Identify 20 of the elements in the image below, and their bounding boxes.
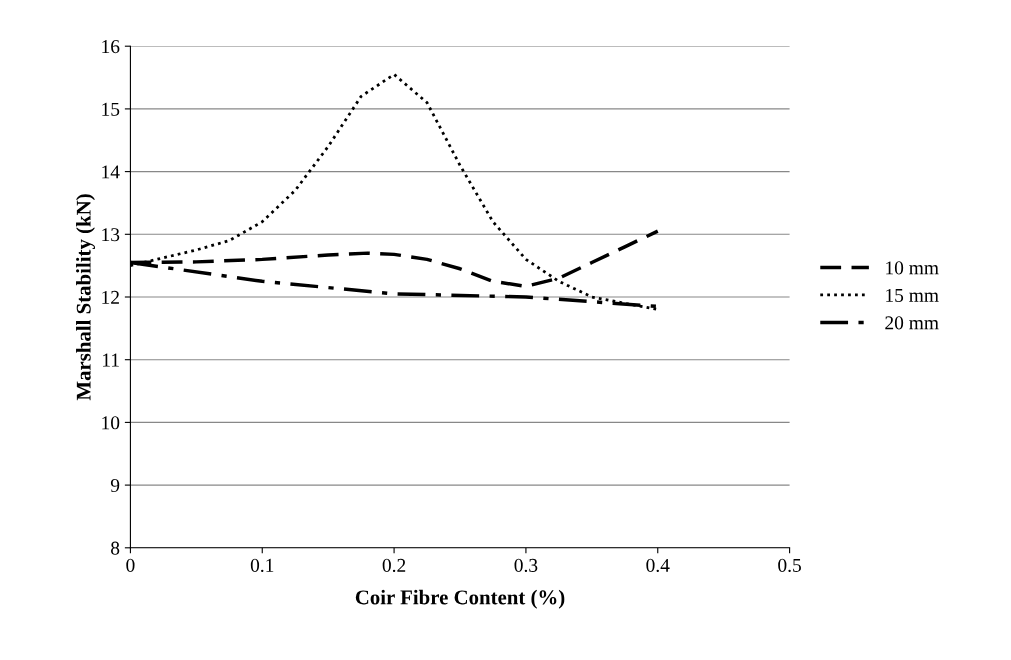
y-tick-label: 15 — [102, 102, 120, 116]
x-tick-label: 0.5 — [778, 558, 801, 572]
legend-label: 10 mm — [886, 261, 939, 275]
y-tick-label: 12 — [102, 290, 119, 304]
x-tick-label: 0 — [126, 558, 135, 572]
legend-label: 15 mm — [886, 288, 939, 302]
y-tick-label: 11 — [103, 353, 119, 367]
y-tick-label: 13 — [102, 228, 120, 242]
y-tick-label: 14 — [102, 165, 120, 179]
y-tick-label: 16 — [102, 40, 120, 54]
y-tick-label: 9 — [110, 478, 120, 493]
y-axis-title: Marshall Stability (kN) — [76, 194, 95, 401]
y-tick-label: 8 — [111, 541, 120, 555]
x-tick-label: 0.2 — [382, 558, 406, 572]
x-tick-label: 0.4 — [646, 558, 670, 572]
y-tick-label: 10 — [102, 416, 120, 430]
x-tick-label: 0.3 — [514, 558, 538, 572]
legend-label: 20 mm — [885, 316, 939, 330]
x-tick-label: 0.1 — [250, 558, 274, 572]
x-axis-title: Coir Fibre Content (%) — [355, 589, 565, 609]
